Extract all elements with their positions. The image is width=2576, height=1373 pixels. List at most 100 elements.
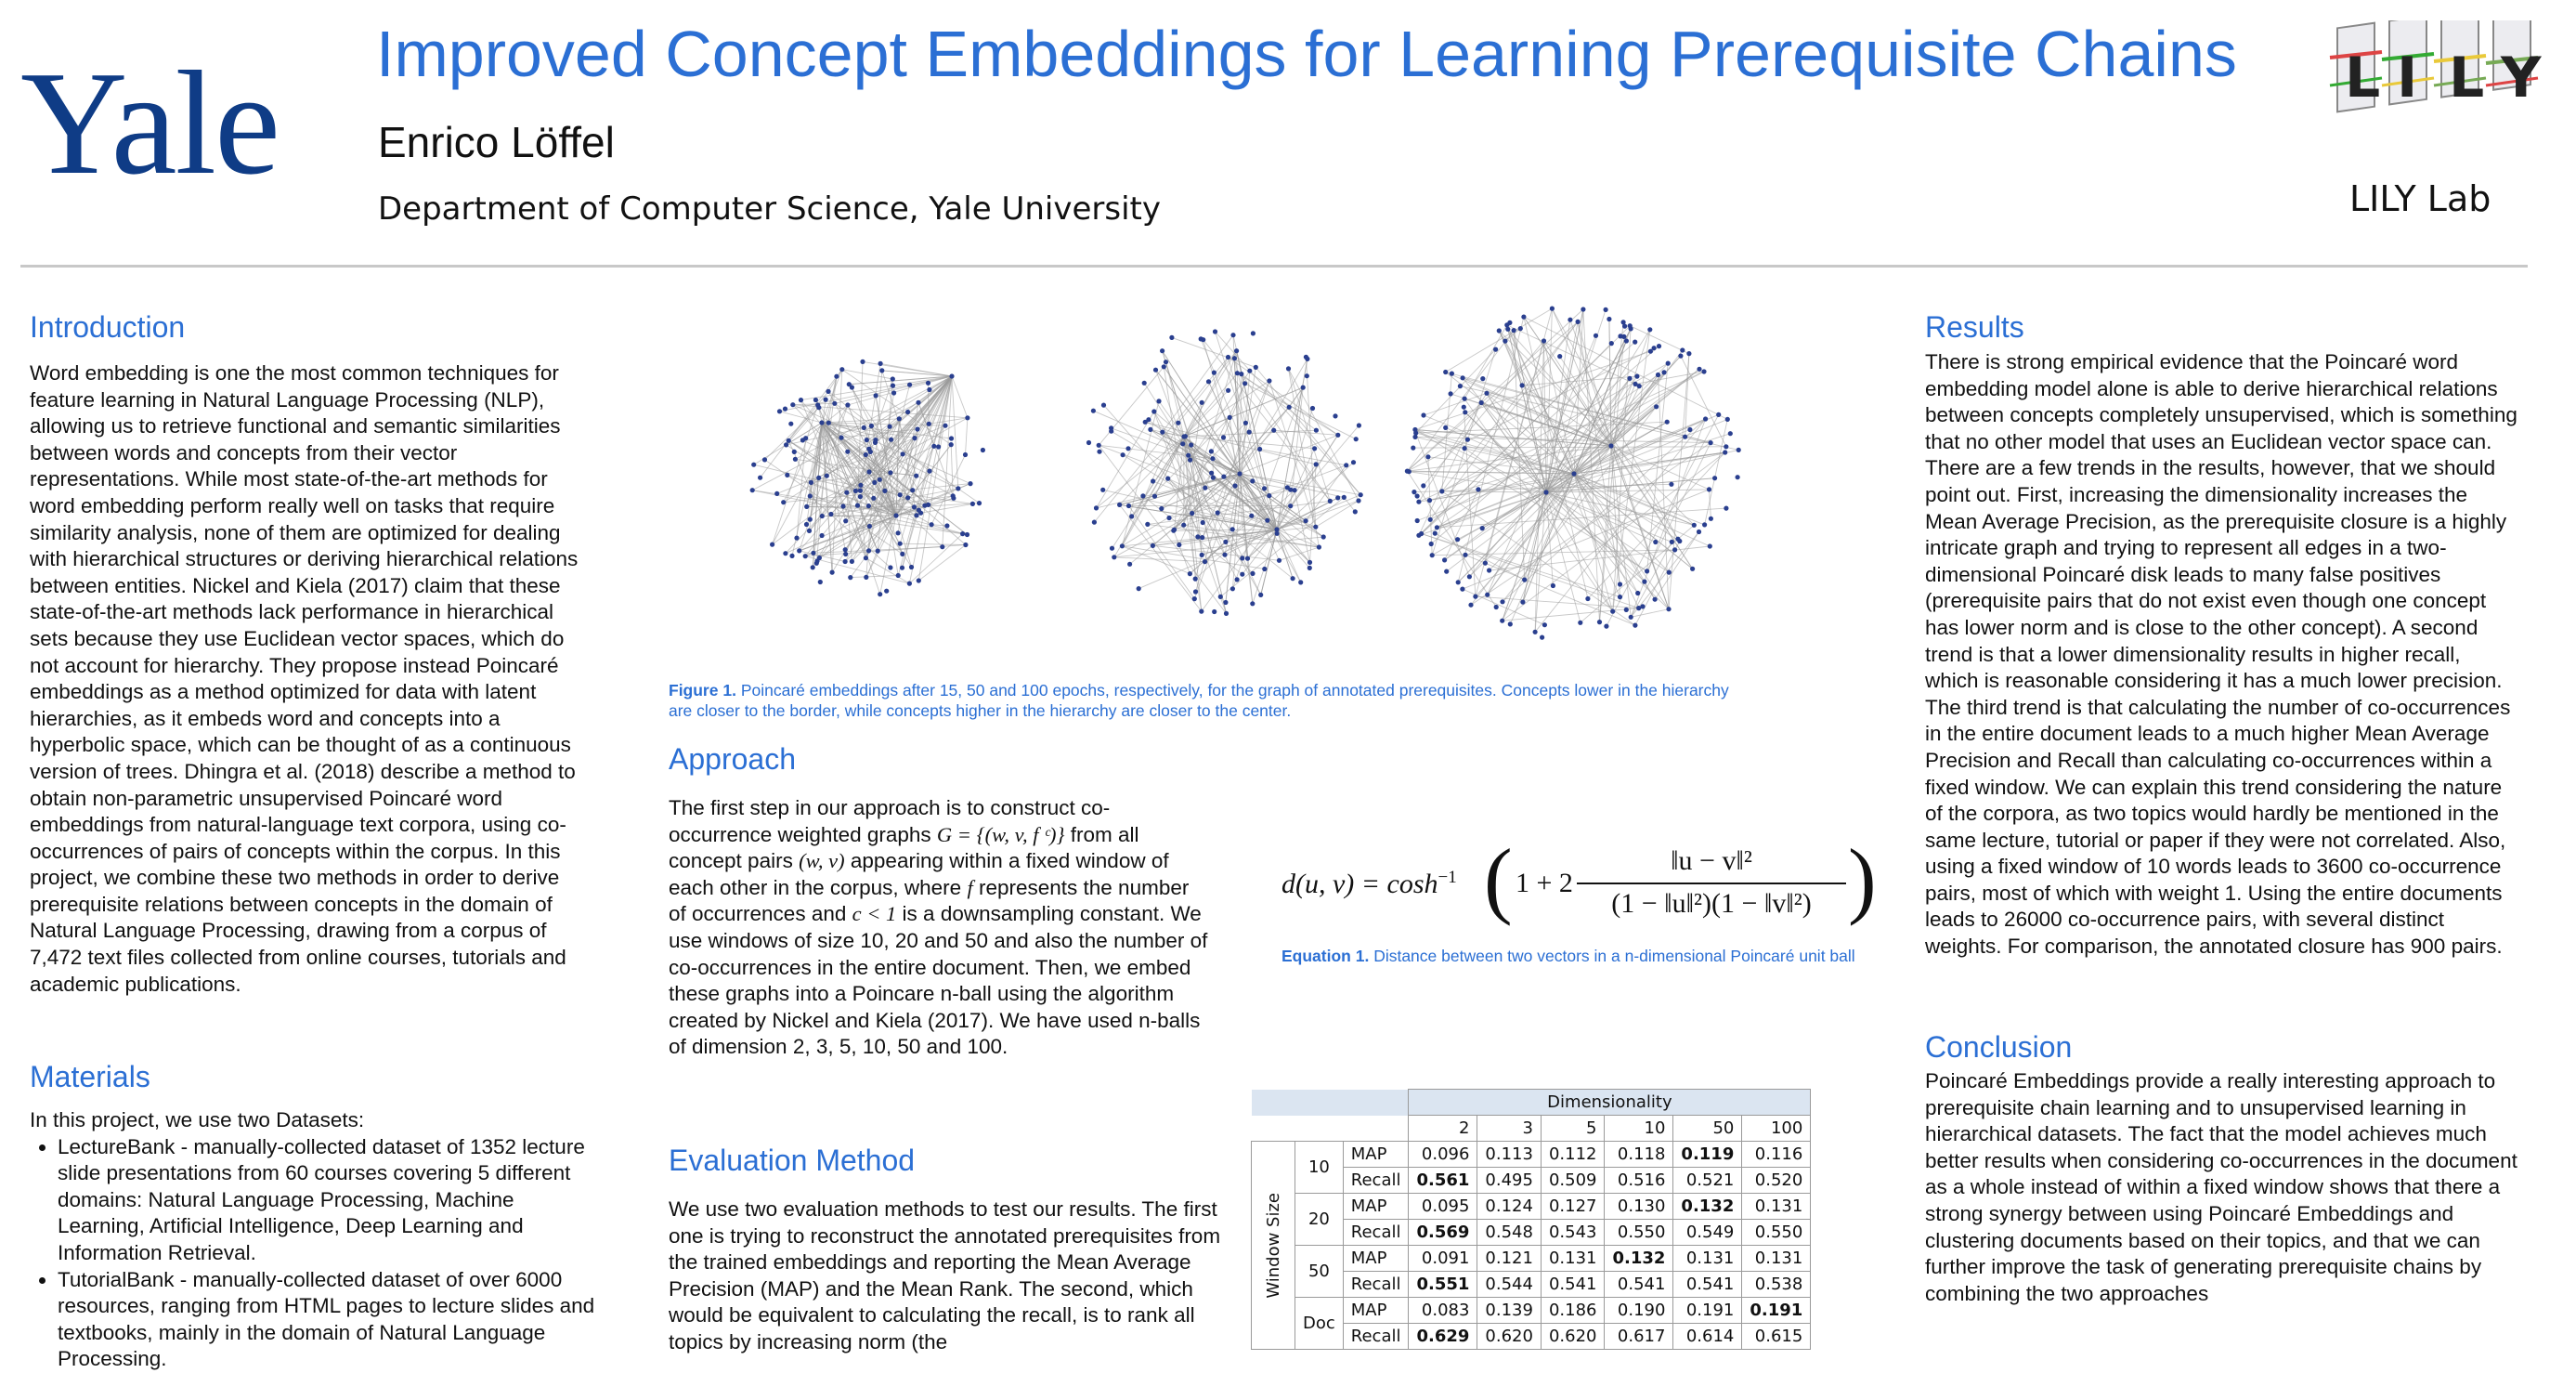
graph-node [828, 512, 833, 517]
graph-node [1480, 376, 1485, 381]
graph-node [949, 373, 954, 378]
graph-node [872, 480, 877, 485]
graph-node [803, 554, 808, 558]
graph-node [944, 523, 949, 528]
graph-edge [1437, 492, 1546, 528]
graph-node [824, 398, 828, 402]
graph-node [897, 416, 902, 421]
graph-node [1462, 405, 1466, 410]
graph-node [1703, 416, 1708, 421]
graph-edge [1446, 308, 1553, 372]
metric-label: Recall [1343, 1220, 1409, 1246]
graph-node [1277, 558, 1281, 563]
graph-node [1690, 567, 1695, 571]
graph-node [1412, 490, 1416, 494]
graph-node [1180, 441, 1185, 446]
graph-edge [1253, 530, 1277, 604]
graph-node [1288, 488, 1293, 492]
graph-node [1226, 388, 1230, 393]
graph-node [876, 549, 880, 554]
graph-node [1301, 386, 1306, 390]
graph-node [1160, 348, 1164, 353]
graph-node [1224, 611, 1229, 616]
graph-node [864, 556, 868, 560]
graph-node [1666, 361, 1671, 366]
introduction-paragraph: Word embedding is one the most common te… [30, 360, 596, 998]
graph-node [1169, 335, 1174, 340]
graph-node [1624, 608, 1629, 612]
graph-node [1633, 382, 1637, 386]
table-cell: 0.083 [1409, 1298, 1477, 1324]
table-cell: 0.550 [1605, 1220, 1673, 1246]
graph-node [1642, 580, 1646, 584]
pair-math: (w, v) [799, 849, 845, 872]
graph-node [1258, 593, 1263, 597]
introduction-text: Word embedding is one the most common te… [30, 360, 596, 998]
graph-node [927, 387, 931, 392]
graph-node [1551, 583, 1555, 588]
graph-node [1702, 522, 1707, 527]
graph-node [1164, 360, 1168, 364]
graph-edge [1631, 419, 1705, 617]
graph-node [931, 444, 936, 449]
graph-node [1237, 471, 1242, 476]
figure1-caption: Figure 1. Poincaré embeddings after 15, … [669, 680, 1737, 721]
table-cell: 0.131 [1673, 1246, 1742, 1272]
poster-title: Improved Concept Embeddings for Learning… [376, 19, 2237, 90]
graph-node [1165, 477, 1170, 481]
evaluation-heading: Evaluation Method [669, 1144, 915, 1177]
graph-node [891, 376, 895, 381]
graph-node [909, 565, 914, 569]
graph-node [1267, 378, 1271, 383]
graph-node [853, 489, 858, 493]
graph-node [1100, 488, 1105, 492]
table-cell: 0.551 [1409, 1272, 1477, 1298]
graph-node [891, 384, 895, 388]
graph-node [792, 450, 797, 454]
graph-node [1216, 510, 1220, 515]
graph-node [1419, 531, 1424, 536]
table-cell: 0.091 [1409, 1246, 1477, 1272]
graph-node [1604, 307, 1608, 312]
graph-node [1199, 609, 1203, 614]
table-cell: 0.543 [1541, 1220, 1605, 1246]
graph-node [819, 420, 824, 425]
graph-node [1188, 458, 1192, 463]
equation1: d(u, v) = cosh−1 ( 1 + 2 ‖u − v‖² (1 − ‖… [1281, 836, 1876, 929]
graph-edge [1407, 331, 1514, 472]
graph-node [1351, 460, 1356, 464]
window-size-50: 50 [1295, 1246, 1344, 1298]
graph-node [1342, 495, 1347, 500]
graph-node [1206, 379, 1211, 384]
graph-node [1091, 409, 1096, 413]
metric-label: MAP [1343, 1246, 1409, 1272]
dimension-header-3: 3 [1477, 1116, 1542, 1142]
graph-node [956, 486, 960, 490]
table-cell: 0.495 [1477, 1168, 1542, 1194]
graph-node [1298, 580, 1303, 584]
graph-node [799, 398, 803, 402]
graph-node [965, 415, 969, 420]
graph-node [797, 548, 801, 553]
lily-letter: I [2397, 46, 2417, 111]
graph-node [866, 447, 871, 451]
graph-node [783, 551, 787, 556]
graph-node [793, 457, 798, 462]
graph-node [1520, 600, 1525, 605]
table-cell: 0.516 [1605, 1168, 1673, 1194]
graph-node [977, 501, 982, 505]
graph-node [1416, 500, 1421, 504]
graph-node [808, 517, 813, 522]
graph-node [865, 438, 869, 442]
graph-node [1456, 580, 1461, 584]
graph-node [1200, 400, 1204, 405]
graph-edge [1174, 530, 1190, 573]
graph-node [1463, 397, 1467, 401]
graph-node [1712, 476, 1717, 480]
table-cell: 0.118 [1605, 1142, 1673, 1168]
graph-node [858, 483, 863, 488]
graph-node [1652, 346, 1657, 350]
table-cell: 0.139 [1477, 1298, 1542, 1324]
